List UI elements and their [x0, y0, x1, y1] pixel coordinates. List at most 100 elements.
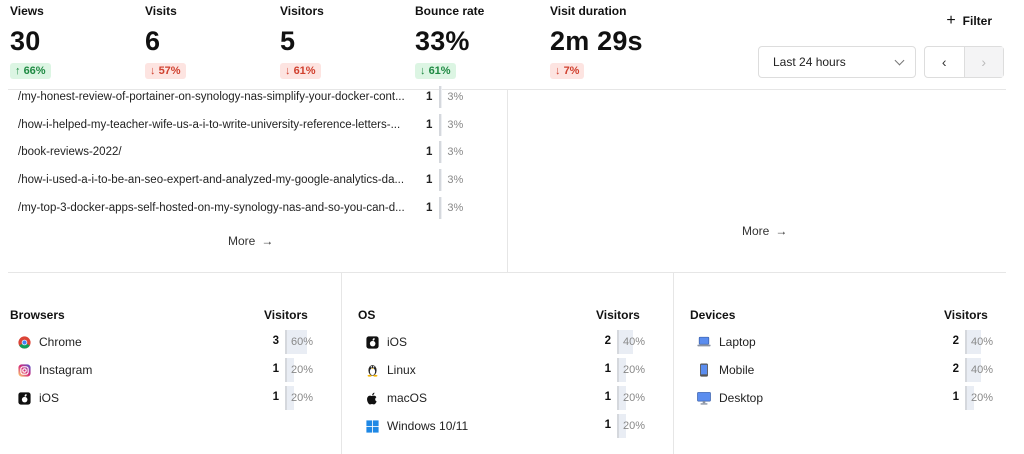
percent-bar: 20% — [285, 358, 321, 382]
percent-bar: 20% — [617, 358, 653, 382]
visitor-percent: 40% — [623, 336, 646, 348]
stat-value: 6 — [145, 26, 161, 56]
visitor-count: 1 — [604, 363, 611, 375]
table-row[interactable]: iOS — [17, 386, 59, 410]
table-row[interactable]: Linux — [365, 358, 416, 382]
period-navigation: ‹ › — [924, 46, 1004, 78]
table-row[interactable]: /how-i-helped-my-teacher-wife-us-a-i-to-… — [18, 114, 478, 136]
stat-change-badge: ↓ 57% — [145, 63, 186, 79]
table-row[interactable]: Windows 10/11 — [365, 414, 468, 438]
arrow-down-icon: ↓ — [285, 65, 291, 77]
filter-button[interactable]: + Filter — [946, 13, 992, 29]
visitor-percent: 40% — [971, 364, 994, 376]
table-row[interactable]: /my-honest-review-of-portainer-on-synolo… — [18, 86, 478, 108]
os-title: OS — [358, 308, 376, 322]
visitor-count: 2 — [604, 335, 611, 347]
table-row[interactable]: Laptop — [697, 330, 756, 354]
chevron-down-icon — [894, 55, 905, 65]
bar-fill — [619, 358, 626, 382]
percent-bar: 3% — [439, 169, 478, 191]
os-name: Windows 10/11 — [387, 419, 469, 433]
stat-visit-duration[interactable]: Visit duration 2m 29s ↓ 7% — [550, 4, 643, 79]
table-row[interactable]: iOS — [365, 330, 407, 354]
visitors-column-header: Visitors — [944, 308, 988, 322]
stat-change-badge: ↑ 66% — [10, 63, 51, 79]
browser-name: Chrome — [39, 335, 82, 349]
arrow-down-icon: ↓ — [150, 65, 156, 77]
pages-more-link[interactable]: More → — [228, 234, 273, 248]
stat-change: 57% — [158, 65, 181, 77]
desktop-icon — [697, 391, 711, 405]
page-count: 1 — [425, 119, 433, 131]
instagram-icon — [17, 363, 31, 377]
page-path[interactable]: /how-i-used-a-i-to-be-an-seo-expert-and-… — [18, 174, 405, 186]
divider — [507, 90, 508, 272]
stat-change: 66% — [23, 65, 46, 77]
bar-fill — [967, 386, 974, 410]
visitor-percent: 20% — [971, 392, 994, 404]
visitor-percent: 20% — [291, 364, 314, 376]
page-path[interactable]: /my-honest-review-of-portainer-on-synolo… — [18, 91, 405, 103]
page-path[interactable]: /my-top-3-docker-apps-self-hosted-on-my-… — [18, 202, 405, 214]
right-panel-more-link[interactable]: More → — [742, 224, 787, 238]
stat-value: 2m 29s — [550, 26, 643, 56]
table-row[interactable]: macOS — [365, 386, 427, 410]
stat-change-badge: ↓ 7% — [550, 63, 585, 79]
visitor-count: 1 — [272, 363, 279, 375]
previous-period-button[interactable]: ‹ — [925, 47, 965, 77]
percent-bar: 20% — [965, 386, 1001, 410]
stat-value: 33% — [415, 26, 470, 56]
stat-change: 7% — [563, 65, 580, 77]
table-row[interactable]: /my-top-3-docker-apps-self-hosted-on-my-… — [18, 197, 478, 219]
page-count: 1 — [425, 202, 433, 214]
laptop-icon — [697, 335, 711, 349]
chevron-left-icon: ‹ — [941, 54, 947, 70]
next-period-button[interactable]: › — [964, 47, 1003, 77]
visitor-percent: 40% — [971, 336, 994, 348]
visitor-count: 1 — [604, 419, 611, 431]
page-count: 1 — [425, 91, 433, 103]
bar-fill — [441, 114, 443, 136]
table-row[interactable]: Mobile — [697, 358, 754, 382]
arrow-up-icon: ↑ — [15, 65, 21, 77]
stat-label: Visitors — [280, 4, 324, 18]
more-label: More — [228, 234, 256, 248]
bar-fill — [619, 414, 626, 438]
percent-bar: 20% — [617, 414, 653, 438]
divider — [341, 273, 342, 454]
percent-bar: 3% — [439, 86, 478, 108]
date-range-select[interactable]: Last 24 hours — [758, 46, 916, 78]
page-percent: 3% — [447, 202, 464, 214]
visitors-column-header: Visitors — [596, 308, 640, 322]
percent-bar: 3% — [439, 114, 478, 136]
table-row[interactable]: /how-i-used-a-i-to-be-an-seo-expert-and-… — [18, 169, 478, 191]
bar-fill — [967, 330, 981, 354]
stat-value: 30 — [10, 26, 41, 56]
stat-bounce-rate[interactable]: Bounce rate 33% ↓ 61% — [415, 4, 484, 79]
percent-bar: 20% — [285, 386, 321, 410]
bar-fill — [619, 386, 626, 410]
table-row[interactable]: /book-reviews-2022/ 1 3% — [18, 141, 478, 163]
page-count: 1 — [425, 146, 433, 158]
stats-header: Views 30 ↑ 66% Visits 6 ↓ 57% Visitors 5… — [0, 0, 1024, 90]
table-row[interactable]: Desktop — [697, 386, 763, 410]
visitor-percent: 20% — [623, 420, 646, 432]
page-path[interactable]: /book-reviews-2022/ — [18, 146, 122, 158]
chevron-right-icon: › — [981, 54, 987, 70]
percent-bar: 40% — [965, 358, 1001, 382]
stat-views[interactable]: Views 30 ↑ 66% — [10, 4, 51, 79]
page-percent: 3% — [447, 146, 464, 158]
browser-name: iOS — [39, 391, 60, 405]
ios-icon — [17, 391, 31, 405]
arrow-down-icon: ↓ — [420, 65, 426, 77]
stat-label: Visit duration — [550, 4, 627, 18]
percent-bar: 20% — [617, 386, 653, 410]
divider — [673, 273, 674, 454]
stat-visitors[interactable]: Visitors 5 ↓ 61% — [280, 4, 324, 79]
table-row[interactable]: Instagram — [17, 358, 92, 382]
page-path[interactable]: /how-i-helped-my-teacher-wife-us-a-i-to-… — [18, 119, 401, 131]
stat-visits[interactable]: Visits 6 ↓ 57% — [145, 4, 186, 79]
table-row[interactable]: Chrome — [17, 330, 82, 354]
os-name: iOS — [387, 335, 408, 349]
visitor-count: 2 — [952, 363, 959, 375]
